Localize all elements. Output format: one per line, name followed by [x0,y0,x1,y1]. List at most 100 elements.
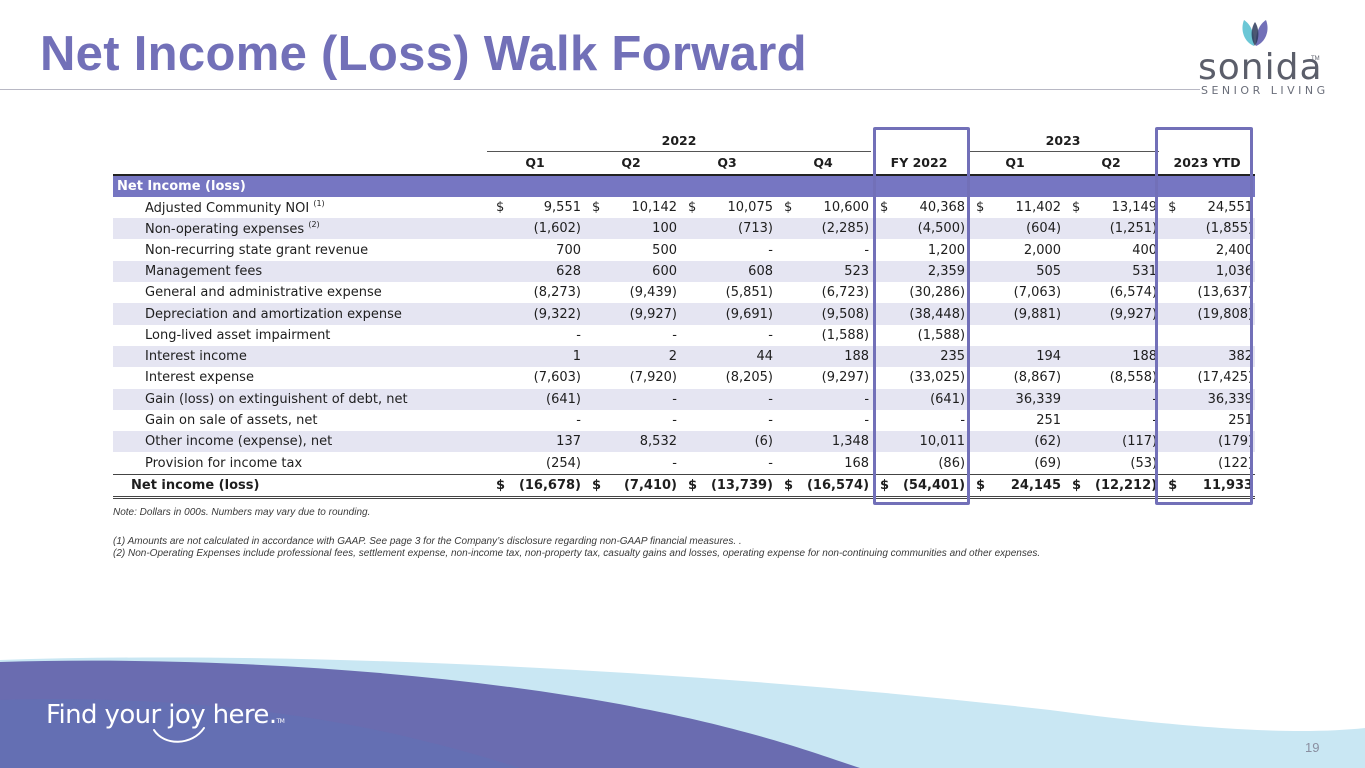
row-label: General and administrative expense [113,282,487,303]
currency-cell: $ [976,200,985,216]
value-cell: 235 [897,345,968,368]
currency-cell [1063,388,1090,410]
column-header: Q2 [583,151,679,176]
currency-cell [487,239,513,260]
currency-cell [775,431,801,453]
value-cell: (16,574) [801,473,872,500]
currency-cell [583,388,609,410]
column-header: Q1 [967,151,1064,176]
currency-cell [967,260,994,283]
company-logo: sonida TM SENIOR LIVING [1190,18,1330,102]
value-cell: (38,448) [897,303,968,325]
currency-cell [775,325,801,346]
value-cell: 44 [705,345,775,368]
table-row: Depreciation and amortization expense (9,… [113,303,1256,325]
value-cell: 1,036 [1185,260,1256,283]
value-cell: 2,000 [1023,242,1062,258]
value-cell: (117) [1089,431,1160,453]
value-cell: (641) [897,388,968,410]
ytd2023-highlight-box [1155,127,1253,505]
currency-cell [679,367,705,388]
value-cell: (9,297) [821,370,870,386]
row-label-text: Interest expense [145,370,254,386]
value-cell: (9,881) [993,303,1064,325]
value-cell: (13,739) [705,473,775,500]
currency-cell: $ [688,200,697,216]
value-cell: (122) [1218,455,1254,471]
footnote-1: (1) Amounts are not calculated in accord… [113,536,742,547]
currency-cell [679,303,705,325]
value-cell: (8,273) [533,285,581,301]
currency-cell [1063,367,1089,388]
value-cell: (1,855) [1185,218,1256,240]
row-label-text: Gain (loss) on extinguishent of debt, ne… [145,391,408,407]
row-label: Other income (expense), net [113,431,487,453]
currency-cell [679,345,705,368]
row-label-text: General and administrative expense [145,285,382,301]
value-cell: (9,927) [1089,303,1160,325]
smile-swoosh-icon [153,727,205,743]
value-cell: (7,603) [533,370,581,386]
year-header-row: 2022 2023 [113,130,1255,153]
value-cell: (9,439) [629,285,677,301]
value-cell: 251 [1228,413,1254,428]
value-cell: (1,588) [917,327,966,343]
currency-cell [967,239,993,260]
value-cell: (6,574) [1109,285,1158,301]
table-note: Note: Dollars in 000s. Numbers may vary … [113,507,371,518]
tagline: Find your joy here.TM [46,700,285,730]
currency-cell: $ [1168,200,1177,216]
currency-cell: $ [1159,473,1186,500]
currency-cell [967,431,994,453]
value-cell: - [1152,413,1158,428]
value-cell: - [576,413,581,428]
currency-cell [775,367,801,388]
value-cell: 40,368 [919,200,966,216]
value-cell: 700 [556,242,581,258]
value-cell: 24,551 [1207,200,1254,216]
page-number: 19 [1305,740,1320,755]
value-cell: (9,691) [705,303,775,325]
currency-cell [871,260,898,283]
value-cell: 400 [1132,242,1158,258]
table-row: Non-recurring state grant revenue 700 500 -… [113,239,1255,260]
total-row: Net income (loss) $ (16,678) $ (7,410) $ (13,7… [113,473,1256,500]
currency-cell [871,303,898,325]
value-cell: - [672,327,677,343]
row-label: Non-operating expenses (2) [113,218,487,240]
value-cell: - [801,388,872,410]
value-cell: (9,508) [801,303,872,325]
value-cell: 2,400 [1215,242,1254,258]
value-cell: (69) [1034,455,1062,471]
value-cell: 1 [513,345,583,368]
value-cell: 1,200 [927,242,966,258]
currency-cell: $ [784,200,793,216]
row-label-text: Other income (expense), net [145,434,333,450]
currency-cell [583,218,609,240]
value-cell: (8,205) [725,370,773,386]
currency-cell [967,388,994,410]
table-row: Gain (loss) on extinguishent of debt, ne… [113,388,1256,410]
currency-cell [487,410,513,431]
value-cell: (54,401) [897,473,968,500]
value-cell: 13,149 [1111,200,1158,216]
row-label: Provision for income tax [113,452,487,474]
currency-cell [775,452,801,474]
currency-cell [967,410,993,431]
value-cell: 36,339 [1185,388,1256,410]
currency-cell [1063,218,1090,240]
currency-cell [583,239,609,260]
table-row: Gain on sale of assets, net - - - - - 251 - 251 [113,410,1255,431]
value-cell: - [672,413,677,428]
value-cell: (254) [546,455,581,471]
section-label: Net Income (loss) [113,174,487,197]
value-cell: 10,011 [897,431,968,453]
fy2022-highlight-box [873,127,970,505]
currency-cell [487,303,513,325]
currency-cell [775,388,801,410]
table-row: Interest expense (7,603) (7,920) (8,205) (9,… [113,367,1255,388]
value-cell: 2,359 [897,260,968,283]
currency-cell [967,345,994,368]
column-header: Q1 [487,151,583,176]
value-cell: - [609,388,679,410]
